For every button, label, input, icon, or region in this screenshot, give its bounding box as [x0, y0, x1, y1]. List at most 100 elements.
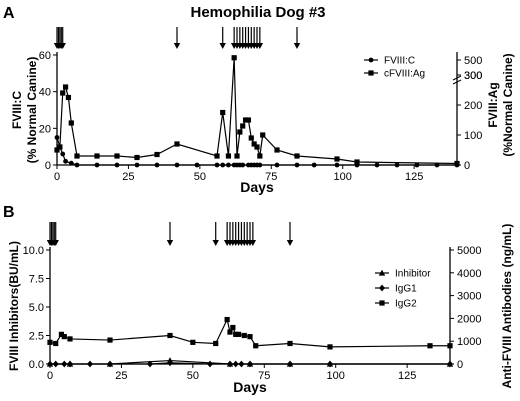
y-tick-label-left-b: 5.0 — [29, 302, 44, 314]
legend-marker-a-1 — [368, 70, 374, 76]
panel-letter-b: B — [3, 204, 15, 221]
dosing-arrow-a-4-head — [59, 43, 66, 49]
y-tick-label-left-b: 7.5 — [29, 274, 44, 286]
data-point-a-1-5 — [68, 120, 74, 126]
data-point-a-1-19 — [242, 117, 249, 123]
y-tick-label-right-b: 4000 — [457, 268, 481, 280]
x-tick-label-b: 0 — [47, 370, 53, 382]
data-point-a-0-10 — [174, 162, 180, 168]
y-tick-label-right-a: 100 — [464, 130, 482, 142]
data-point-a-1-9 — [134, 154, 140, 161]
data-point-b-1-9 — [227, 360, 233, 368]
dosing-arrow-a-5-head — [173, 43, 181, 49]
data-point-b-2-2 — [58, 331, 65, 337]
data-point-a-1-4 — [65, 94, 72, 101]
data-point-b-2-9 — [224, 316, 230, 323]
data-point-a-0-0 — [54, 135, 60, 140]
dosing-arrow-b-17-head — [286, 240, 294, 246]
data-point-a-1-6 — [74, 153, 80, 159]
data-point-b-2-20 — [447, 343, 453, 349]
y-axis-label-right-a-2: (%Normal Canine) — [501, 53, 515, 156]
y-tick-label-left-b: 2.5 — [29, 331, 44, 343]
data-point-a-1-11 — [174, 141, 180, 147]
data-point-b-1-14 — [327, 360, 333, 368]
data-point-b-1-1 — [52, 360, 59, 368]
x-tick-label-a: 75 — [265, 171, 277, 183]
data-point-b-1-2 — [61, 360, 68, 368]
data-point-b-1-5 — [107, 360, 113, 368]
x-tick-label-b: 125 — [398, 370, 416, 382]
data-point-a-0-11 — [194, 162, 200, 168]
data-point-a-1-23 — [254, 144, 260, 150]
data-point-a-1-8 — [114, 153, 120, 159]
x-tick-label-a: 25 — [122, 171, 134, 183]
x-tick-label-a: 100 — [334, 171, 352, 183]
dosing-arrow-a-17-head — [293, 43, 301, 49]
y-tick-label-right-b: 3000 — [457, 291, 481, 303]
data-point-b-2-6 — [167, 332, 173, 339]
data-point-b-1-13 — [287, 360, 293, 368]
data-point-b-2-4 — [67, 336, 73, 342]
data-point-b-1-4 — [87, 360, 93, 368]
y-tick-label-right-b: 2000 — [457, 313, 481, 325]
data-point-a-1-22 — [251, 141, 257, 147]
y-axis-label-right-b: Anti-FVIII Antibodies (ng/mL) — [500, 224, 514, 389]
data-point-a-0-23 — [257, 162, 263, 168]
data-point-a-1-26 — [274, 147, 280, 153]
y-axis-label-left-a-1: FVIII:C — [10, 91, 24, 129]
x-tick-label-b: 75 — [258, 370, 270, 382]
y-tick-label-left-a: 60 — [39, 50, 51, 62]
data-point-a-1-16 — [234, 153, 240, 159]
x-tick-label-b: 25 — [115, 370, 127, 382]
data-point-b-1-8 — [207, 360, 213, 368]
data-point-a-1-12 — [214, 153, 220, 159]
data-point-a-1-25 — [260, 132, 266, 138]
data-point-a-0-14 — [226, 162, 231, 168]
series-line-b-2 — [49, 317, 450, 348]
legend-label-b: Inhibitor — [395, 269, 431, 280]
series-line-a-0 — [56, 137, 457, 166]
data-point-b-2-1 — [53, 340, 59, 347]
y-tick-label-right-a: 200 — [464, 100, 482, 112]
x-axis-label-a: Days — [240, 179, 274, 195]
data-point-a-1-24 — [257, 153, 263, 159]
data-point-a-1-2 — [60, 90, 66, 96]
legend-marker-b-2 — [379, 300, 385, 306]
y-tick-label-left-a: 20 — [39, 123, 51, 135]
data-point-b-1-7 — [167, 359, 173, 367]
data-point-b-2-5 — [107, 337, 113, 343]
data-point-a-0-4 — [68, 160, 74, 166]
data-point-b-2-13 — [235, 331, 242, 337]
x-tick-label-a: 125 — [405, 171, 423, 183]
y-tick-label-right-a: 500 — [464, 55, 482, 67]
legend-marker-a-0 — [368, 57, 374, 63]
legend-label-b: IgG2 — [395, 299, 417, 310]
x-tick-label-a: 0 — [54, 171, 60, 183]
data-point-a-1-30 — [454, 160, 460, 167]
data-point-a-1-18 — [240, 123, 246, 129]
y-axis-label-left-a-2: (% Normal Canine) — [25, 57, 39, 164]
data-point-a-0-7 — [114, 162, 120, 168]
dosing-arrow-b-16-head — [249, 240, 257, 246]
data-point-b-2-10 — [227, 329, 233, 335]
data-point-b-2-15 — [247, 334, 253, 340]
legend-label-a: FVIII:C — [384, 56, 415, 67]
data-point-a-1-14 — [225, 153, 232, 159]
x-tick-label-b: 100 — [327, 370, 345, 382]
data-point-a-1-27 — [294, 153, 300, 159]
panel-letter-a: A — [3, 5, 15, 22]
data-point-a-1-0 — [54, 147, 60, 153]
data-point-a-0-3 — [63, 158, 68, 164]
y-axis-label-right-a-1: FVIII:Ag — [486, 82, 500, 127]
data-point-a-0-27 — [334, 162, 340, 168]
data-point-b-2-3 — [61, 334, 67, 340]
axis-break-mark-2 — [452, 79, 462, 85]
data-point-a-1-7 — [94, 153, 100, 159]
data-point-b-2-14 — [241, 332, 247, 339]
y-tick-label-right-a: 0 — [464, 160, 470, 172]
data-point-a-0-9 — [154, 162, 160, 168]
x-tick-label-a: 50 — [194, 171, 206, 183]
y-tick-label-left-a: 40 — [39, 87, 51, 99]
data-point-a-1-10 — [154, 151, 160, 158]
data-point-a-1-29 — [354, 159, 360, 165]
